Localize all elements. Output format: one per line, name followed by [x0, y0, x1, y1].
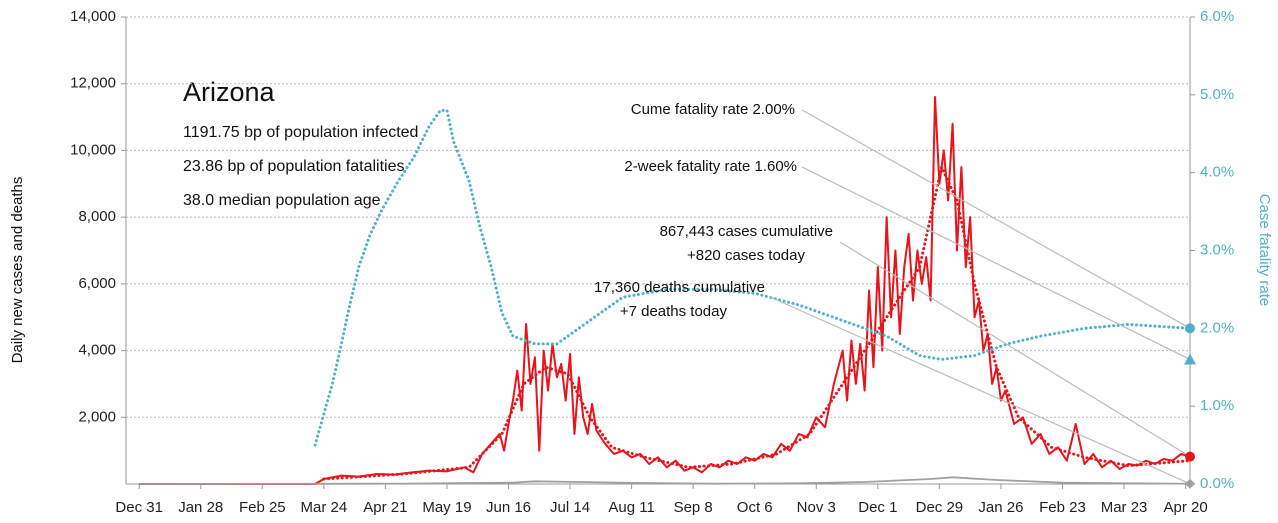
x-tick-label: Mar 24 [301, 499, 348, 516]
x-tick-label: Dec 1 [858, 499, 897, 516]
y2-tick-label: 6.0% [1200, 8, 1234, 25]
y2-tick-label: 1.0% [1200, 397, 1234, 414]
x-tick-label: Apr 20 [1164, 499, 1208, 516]
y-tick-label: 8,000 [78, 208, 116, 225]
y-tick-label: 10,000 [70, 141, 116, 158]
x-tick-label: Jan 26 [978, 499, 1023, 516]
x-tick-label: Feb 23 [1039, 499, 1086, 516]
end-marker [1185, 478, 1195, 489]
y-tick-label: 2,000 [78, 408, 116, 425]
y2-tick-label: 2.0% [1200, 319, 1234, 336]
data-line [139, 96, 1191, 485]
x-tick-label: Aug 11 [608, 499, 654, 516]
y2-tick-label: 4.0% [1200, 164, 1234, 181]
x-tick-label: Apr 21 [363, 499, 407, 516]
avg-line [322, 165, 1192, 481]
x-tick-label: Nov 3 [797, 499, 836, 516]
x-tick-label: Mar 23 [1101, 499, 1148, 516]
y-tick-label: 4,000 [78, 342, 116, 359]
y-tick-label: 6,000 [78, 275, 116, 292]
y-axis-label: Daily new cases and deaths [9, 177, 26, 364]
x-tick-label: Jul 14 [550, 499, 590, 516]
subtitle: 1191.75 bp of population infected [183, 124, 418, 141]
x-tick-label: Jan 28 [178, 499, 223, 516]
avg-line [313, 108, 1192, 447]
y2-tick-label: 0.0% [1200, 475, 1234, 492]
annotation: +820 cases today [687, 247, 806, 264]
x-tick-label: Jun 16 [486, 499, 531, 516]
annotation: 2-week fatality rate 1.60% [624, 158, 797, 175]
annotation: 17,360 deaths cumulative [594, 279, 765, 296]
y-tick-label: 12,000 [70, 75, 116, 92]
x-tick-label: Dec 31 [115, 499, 163, 516]
data-line [139, 476, 1191, 485]
x-tick-label: Dec 29 [916, 499, 964, 516]
y2-axis-label: Case fatality rate [1256, 194, 1273, 307]
end-marker [1185, 451, 1195, 462]
annotation: Cume fatality rate 2.00% [631, 101, 795, 118]
annotation: +7 deaths today [620, 303, 728, 320]
x-tick-label: Feb 25 [239, 499, 286, 516]
leader-line [769, 296, 1191, 485]
leader-line [839, 241, 1191, 458]
x-tick-label: Oct 6 [737, 499, 773, 516]
end-marker [1185, 323, 1195, 334]
end-marker [1184, 353, 1196, 365]
y2-tick-label: 5.0% [1200, 86, 1234, 103]
x-tick-label: May 19 [422, 499, 471, 516]
y-tick-label: 14,000 [70, 8, 116, 25]
leader-line [801, 166, 1191, 361]
x-tick-label: Sep 8 [674, 499, 713, 516]
y2-tick-label: 3.0% [1200, 241, 1234, 258]
annotation: 867,443 cases cumulative [660, 223, 833, 240]
chart-title: Arizona [183, 77, 276, 107]
leader-line [801, 109, 1191, 329]
subtitle: 23.86 bp of population fatalities [183, 158, 405, 175]
subtitle: 38.0 median population age [183, 192, 381, 209]
